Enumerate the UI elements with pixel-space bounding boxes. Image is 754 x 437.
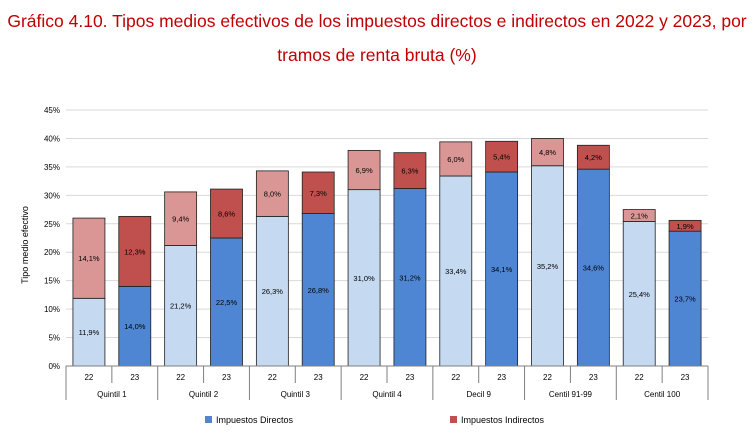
x-tick-label: 22 [451, 373, 460, 382]
data-label-indirectos: 4,8% [539, 148, 556, 157]
bar-directos [576, 168, 610, 367]
bar-indirectos [301, 171, 335, 214]
bar-indirectos [164, 191, 198, 246]
y-tick-label: 25% [44, 220, 60, 229]
bar-directos [622, 221, 656, 367]
y-tick-label: 10% [44, 305, 60, 314]
x-tick-label: 23 [589, 373, 598, 382]
group-label: Decil 9 [466, 390, 491, 399]
bar-indirectos [72, 217, 106, 299]
bar-directos [531, 165, 564, 367]
data-label-directos: 11,9% [79, 328, 100, 337]
data-label-directos: 23,7% [674, 295, 696, 304]
data-label-indirectos: 6,3% [401, 167, 418, 176]
group-label: Quintil 4 [372, 390, 402, 399]
bar-directos [210, 237, 243, 367]
y-tick-label: 45% [44, 106, 60, 115]
x-tick-label: 22 [84, 373, 93, 382]
group-label: Centil 100 [644, 390, 681, 399]
data-label-indirectos: 7,3% [310, 189, 327, 198]
bar-directos [255, 215, 289, 367]
data-label-directos: 34,6% [583, 264, 605, 273]
bar-indirectos [393, 152, 427, 189]
data-label-indirectos: 8,0% [264, 190, 281, 199]
bar-indirectos [622, 209, 656, 222]
data-label-directos: 22,5% [216, 298, 238, 307]
data-label-indirectos: 1,9% [677, 222, 694, 231]
group-label: Quintil 2 [189, 390, 219, 399]
chart-title-line-2: tramos de renta bruta (%) [277, 45, 477, 65]
legend-label: Impuestos Directos [216, 415, 294, 425]
bar-indirectos [485, 140, 519, 173]
data-label-directos: 21,2% [170, 302, 192, 311]
bar-indirectos [668, 219, 702, 232]
y-tick-label: 20% [44, 248, 60, 257]
data-label-indirectos: 5,4% [493, 153, 510, 162]
y-tick-label: 15% [44, 277, 60, 286]
gridlines [66, 109, 708, 367]
x-tick-label: 22 [635, 373, 644, 382]
group-label: Centil 91-99 [549, 390, 593, 399]
y-tick-label: 30% [44, 191, 60, 200]
group-label: Quintil 3 [281, 390, 311, 399]
y-tick-label: 0% [48, 362, 60, 371]
bar-indirectos [118, 215, 152, 287]
data-label-indirectos: 2,1% [631, 212, 648, 221]
data-label-indirectos: 6,9% [356, 166, 373, 175]
data-label-directos: 14,0% [124, 322, 146, 331]
bar-indirectos [576, 144, 610, 170]
data-labels: 11,9% 14,1% 14,0% 12,3% 21,2% 9,4% 22,5% 8,6% 26… [78, 148, 696, 337]
data-label-indirectos: 12,3% [124, 247, 146, 256]
y-tick-label: 35% [44, 163, 60, 172]
bar-indirectos [531, 138, 564, 167]
legend-swatch [205, 416, 212, 423]
data-label-directos: 26,3% [262, 287, 284, 296]
x-tick-label: 22 [268, 373, 277, 382]
x-tick-label: 23 [222, 373, 231, 382]
data-label-indirectos: 6,0% [447, 155, 464, 164]
y-axis-ticks: 0% 5% 10% 15% 20% 25% 30% 35% 40% 45% [44, 106, 60, 371]
bars [72, 138, 702, 367]
legend-swatch [450, 416, 457, 423]
data-label-directos: 25,4% [629, 290, 651, 299]
data-label-indirectos: 4,2% [585, 153, 602, 162]
legend-label: Impuestos Indirectos [461, 415, 545, 425]
data-label-directos: 35,2% [537, 262, 559, 271]
bar-directos [164, 244, 198, 367]
x-tick-label: 23 [405, 373, 414, 382]
x-tick-label: 23 [681, 373, 690, 382]
data-label-indirectos: 8,6% [218, 210, 235, 219]
legend: Impuestos Directos Impuestos Indirectos [205, 415, 545, 425]
x-tick-label: 22 [176, 373, 185, 382]
x-tick-label: 22 [543, 373, 552, 382]
bar-directos [393, 188, 427, 367]
bar-directos [439, 175, 473, 367]
bar-indirectos [255, 170, 289, 217]
bar-indirectos [347, 149, 381, 191]
x-tick-label: 23 [314, 373, 323, 382]
x-tick-label: 23 [130, 373, 139, 382]
x-tick-label: 22 [360, 373, 369, 382]
bar-directos [668, 230, 702, 367]
data-label-indirectos: 14,1% [78, 254, 100, 263]
y-axis-label: Tipo medio efectivo [20, 206, 30, 284]
y-tick-label: 5% [48, 334, 60, 343]
data-label-directos: 26,8% [308, 286, 330, 295]
chart-title-line-1: Gráfico 4.10. Tipos medios efectivos de … [7, 11, 747, 31]
data-label-directos: 31,0% [353, 274, 375, 283]
bar-directos [301, 213, 335, 367]
y-tick-label: 40% [44, 134, 60, 143]
x-tick-label: 23 [497, 373, 506, 382]
bar-indirectos [210, 188, 243, 239]
data-label-indirectos: 9,4% [172, 215, 189, 224]
group-label: Quintil 1 [97, 390, 127, 399]
bar-directos [485, 171, 519, 367]
data-label-directos: 33,4% [445, 267, 467, 276]
data-label-directos: 34,1% [491, 265, 513, 274]
data-label-directos: 31,2% [399, 273, 421, 282]
bar-directos [347, 189, 381, 367]
bar-indirectos [439, 141, 473, 177]
